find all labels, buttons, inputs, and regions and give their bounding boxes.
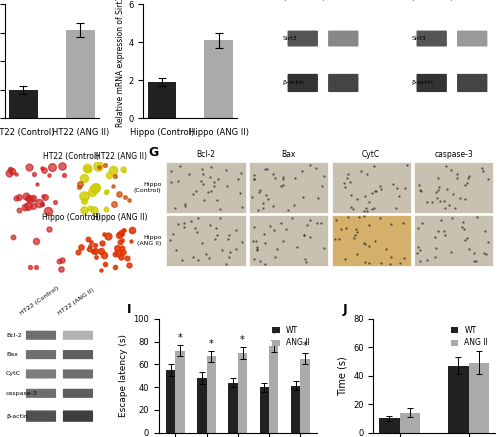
Y-axis label: Time (s): Time (s) (338, 356, 347, 395)
Bar (249, 215, 328, 266)
Text: Sirt3: Sirt3 (282, 36, 297, 41)
Text: Bcl-2: Bcl-2 (6, 333, 22, 338)
FancyBboxPatch shape (63, 410, 93, 422)
Bar (260, 387, 269, 433)
FancyBboxPatch shape (26, 331, 56, 340)
Text: *: * (178, 333, 182, 343)
Bar (228, 382, 238, 433)
Text: *: * (209, 339, 214, 349)
FancyBboxPatch shape (288, 31, 318, 46)
Text: CytC: CytC (6, 371, 21, 376)
FancyBboxPatch shape (457, 31, 488, 46)
Text: Hippo
(Control): Hippo (Control) (134, 182, 162, 193)
Legend: WT, ANG II: WT, ANG II (270, 323, 313, 350)
FancyBboxPatch shape (63, 389, 93, 398)
Bar (148, 82, 176, 118)
Bar (166, 162, 246, 213)
Bar (468, 363, 489, 433)
FancyBboxPatch shape (416, 74, 447, 92)
Text: β-actin: β-actin (6, 413, 28, 419)
FancyBboxPatch shape (26, 369, 56, 378)
Bar (332, 162, 411, 213)
Text: G: G (148, 146, 158, 159)
Bar (10, 90, 38, 118)
Text: β-actin: β-actin (412, 80, 434, 86)
Legend: WT, ANG II: WT, ANG II (448, 323, 491, 350)
Text: HT22 (Control): HT22 (Control) (18, 286, 59, 316)
Text: *: * (302, 341, 308, 351)
Text: CytC: CytC (362, 150, 380, 159)
Text: Hippo
(ANG II): Hippo (ANG II) (137, 235, 162, 246)
Text: HT22 (ANG II): HT22 (ANG II) (57, 288, 95, 316)
Y-axis label: Relative mRNA expression of Sirt3: Relative mRNA expression of Sirt3 (116, 0, 126, 127)
FancyBboxPatch shape (457, 74, 488, 92)
Bar (197, 378, 206, 433)
FancyBboxPatch shape (63, 350, 93, 359)
Text: HT22 (Control): HT22 (Control) (43, 152, 99, 161)
FancyBboxPatch shape (328, 31, 358, 46)
Bar (204, 41, 233, 118)
Bar (448, 366, 468, 433)
Bar (332, 215, 411, 266)
Bar (166, 215, 246, 266)
Text: Bax: Bax (6, 352, 18, 357)
Text: β-actin: β-actin (282, 80, 304, 86)
Bar (414, 215, 494, 266)
Text: Hippo (ANG II): Hippo (ANG II) (450, 0, 491, 2)
Text: caspase-3: caspase-3 (434, 150, 473, 159)
FancyBboxPatch shape (26, 410, 56, 422)
Bar (269, 346, 278, 433)
Bar (66, 30, 94, 118)
Bar (176, 350, 184, 433)
FancyBboxPatch shape (328, 74, 358, 92)
Text: HT22 (Control): HT22 (Control) (283, 0, 326, 2)
FancyBboxPatch shape (288, 74, 318, 92)
Text: J: J (343, 303, 347, 316)
Bar (300, 359, 310, 433)
Y-axis label: Escape latency (s): Escape latency (s) (119, 334, 128, 417)
FancyBboxPatch shape (26, 389, 56, 398)
Text: Bcl-2: Bcl-2 (196, 150, 216, 159)
Text: Hippo (Control): Hippo (Control) (42, 213, 100, 222)
Text: I: I (127, 303, 132, 316)
Text: B: B (117, 0, 126, 2)
Bar (206, 356, 216, 433)
Bar (249, 162, 328, 213)
Text: D: D (396, 0, 406, 2)
Text: Bax: Bax (282, 150, 296, 159)
Bar (414, 162, 494, 213)
Text: HT22 (ANG II): HT22 (ANG II) (94, 152, 146, 161)
Text: Hippo (Control): Hippo (Control) (412, 0, 456, 2)
Text: *: * (272, 329, 276, 339)
FancyBboxPatch shape (26, 350, 56, 359)
Text: *: * (240, 336, 245, 346)
Text: caspase-3: caspase-3 (6, 391, 38, 396)
Bar (166, 370, 175, 433)
FancyBboxPatch shape (63, 331, 93, 340)
Text: HT22 (ANG II): HT22 (ANG II) (322, 0, 362, 2)
Bar (379, 418, 400, 433)
Text: C: C (266, 0, 276, 2)
FancyBboxPatch shape (416, 31, 447, 46)
Bar (400, 413, 420, 433)
Text: Hippo (ANG II): Hippo (ANG II) (94, 213, 148, 222)
Bar (238, 353, 247, 433)
FancyBboxPatch shape (63, 369, 93, 378)
Text: Sirt3: Sirt3 (412, 36, 426, 41)
Bar (291, 386, 300, 433)
